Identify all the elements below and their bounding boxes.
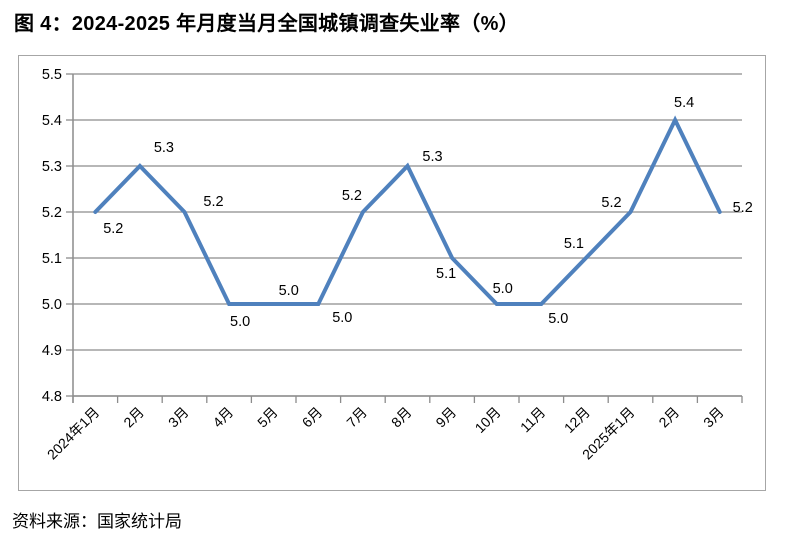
- svg-text:5.5: 5.5: [42, 67, 62, 83]
- svg-text:4.8: 4.8: [42, 389, 62, 405]
- svg-text:5.3: 5.3: [422, 149, 442, 165]
- svg-text:5.4: 5.4: [674, 95, 694, 111]
- svg-text:6月: 6月: [299, 404, 326, 431]
- svg-text:3月: 3月: [700, 404, 727, 431]
- svg-text:5月: 5月: [254, 404, 281, 431]
- svg-text:5.4: 5.4: [42, 113, 62, 129]
- svg-text:5.1: 5.1: [564, 236, 584, 252]
- chart-title: 图 4：2024-2025 年月度当月全国城镇调查失业率（%）: [14, 13, 519, 35]
- svg-text:5.2: 5.2: [601, 195, 621, 211]
- svg-text:5.2: 5.2: [42, 205, 62, 221]
- chart-plot-area: 5.5 5.4 5.3 5.2 5.1 5.0 4.9 4.8 5.2 5.3 5.2 5.0 5.0 5…: [18, 55, 766, 491]
- svg-text:5.0: 5.0: [230, 314, 250, 330]
- svg-text:11月: 11月: [517, 404, 548, 435]
- svg-text:4月: 4月: [209, 404, 236, 431]
- svg-text:5.1: 5.1: [42, 251, 62, 267]
- svg-text:9月: 9月: [432, 404, 459, 431]
- svg-text:5.0: 5.0: [493, 281, 513, 297]
- svg-text:5.2: 5.2: [203, 194, 223, 210]
- svg-text:5.3: 5.3: [154, 140, 174, 156]
- svg-text:7月: 7月: [343, 404, 370, 431]
- svg-text:2月: 2月: [120, 404, 147, 431]
- source-note: 资料来源：国家统计局: [12, 512, 182, 531]
- svg-text:5.0: 5.0: [332, 310, 352, 326]
- svg-text:8月: 8月: [388, 404, 415, 431]
- unemployment-line-chart: 5.5 5.4 5.3 5.2 5.1 5.0 4.9 4.8 5.2 5.3 5.2 5.0 5.0 5…: [42, 67, 753, 463]
- svg-text:12月: 12月: [561, 404, 593, 436]
- svg-text:2024年1月: 2024年1月: [44, 404, 103, 463]
- svg-text:5.2: 5.2: [342, 188, 362, 204]
- svg-text:5.0: 5.0: [279, 283, 299, 299]
- svg-text:5.3: 5.3: [42, 159, 62, 175]
- svg-text:4.9: 4.9: [42, 343, 62, 359]
- svg-text:5.2: 5.2: [733, 200, 753, 216]
- svg-text:2月: 2月: [655, 404, 682, 431]
- svg-text:5.0: 5.0: [548, 311, 568, 327]
- svg-text:3月: 3月: [165, 404, 192, 431]
- svg-text:10月: 10月: [472, 404, 504, 436]
- svg-text:5.2: 5.2: [103, 221, 123, 237]
- svg-text:5.0: 5.0: [42, 297, 62, 313]
- svg-text:5.1: 5.1: [436, 266, 456, 282]
